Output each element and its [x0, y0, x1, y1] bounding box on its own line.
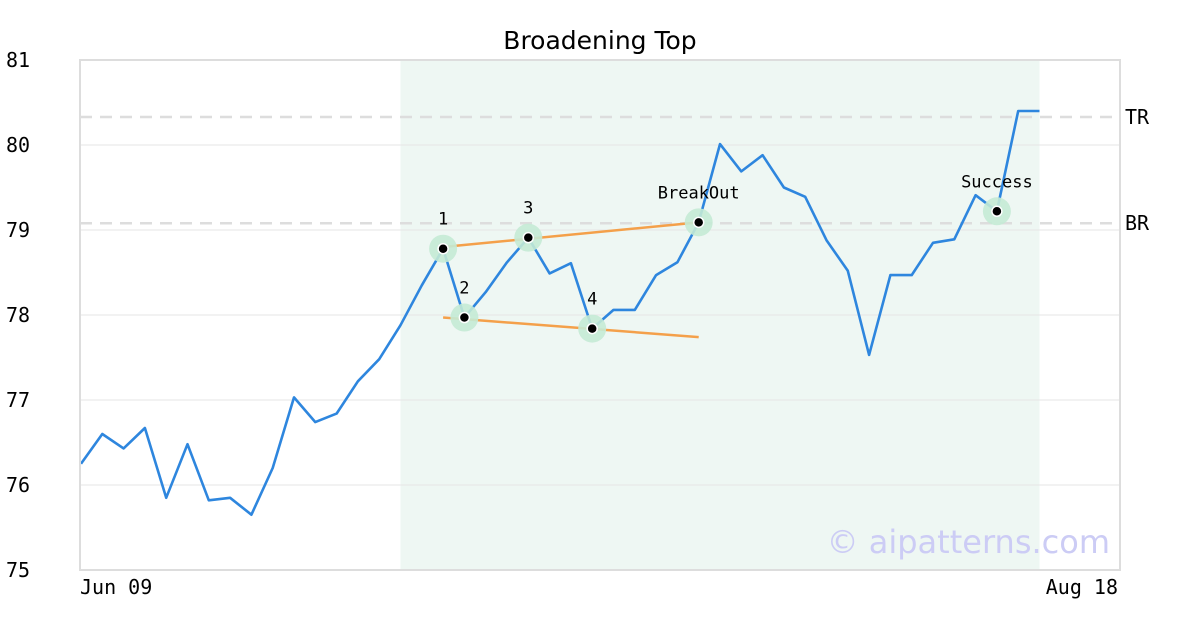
point-label: 4 [587, 290, 597, 310]
chart-title: Broadening Top [503, 26, 696, 55]
point-label: BreakOut [658, 183, 740, 203]
point-label: 2 [459, 279, 469, 299]
point-marker [692, 216, 705, 229]
point-marker [522, 231, 535, 244]
trendlines [442, 221, 699, 339]
point-marker [458, 311, 471, 324]
x-tick-labels: Jun 09 Aug 18 [80, 575, 1118, 599]
y-tick-label: 79 [6, 218, 30, 242]
trendline [443, 316, 699, 339]
x-tick-label: Aug 18 [1046, 575, 1118, 599]
y-tick-label: 80 [6, 133, 30, 157]
pattern-points: 1 2 3 4 BreakOut Success [429, 172, 1033, 343]
watermark: © aipatterns.com [827, 523, 1110, 561]
trendline [442, 221, 699, 249]
point-label: 3 [523, 199, 533, 219]
point-marker [437, 242, 449, 255]
y-gridlines [80, 144, 1120, 486]
level-lines [80, 115, 1120, 225]
point-marker [991, 205, 1003, 218]
y-tick-label: 76 [6, 473, 30, 497]
y-tick-labels: 75 76 77 78 79 80 81 [6, 48, 30, 582]
price-series [79, 109, 1040, 517]
level-label: TR [1125, 105, 1150, 129]
y-tick-label: 75 [6, 558, 30, 582]
y-tick-label: 81 [6, 48, 30, 72]
point-label: 1 [438, 210, 448, 230]
plot-frame [79, 59, 1121, 571]
point-label: Success [961, 172, 1033, 192]
price-line [79, 109, 1040, 517]
level-labels: TR BR [1125, 105, 1150, 235]
level-label: BR [1125, 211, 1150, 235]
y-tick-label: 77 [6, 388, 30, 412]
y-tick-label: 78 [6, 303, 30, 327]
point-marker [586, 322, 598, 335]
x-tick-label: Jun 09 [80, 575, 152, 599]
